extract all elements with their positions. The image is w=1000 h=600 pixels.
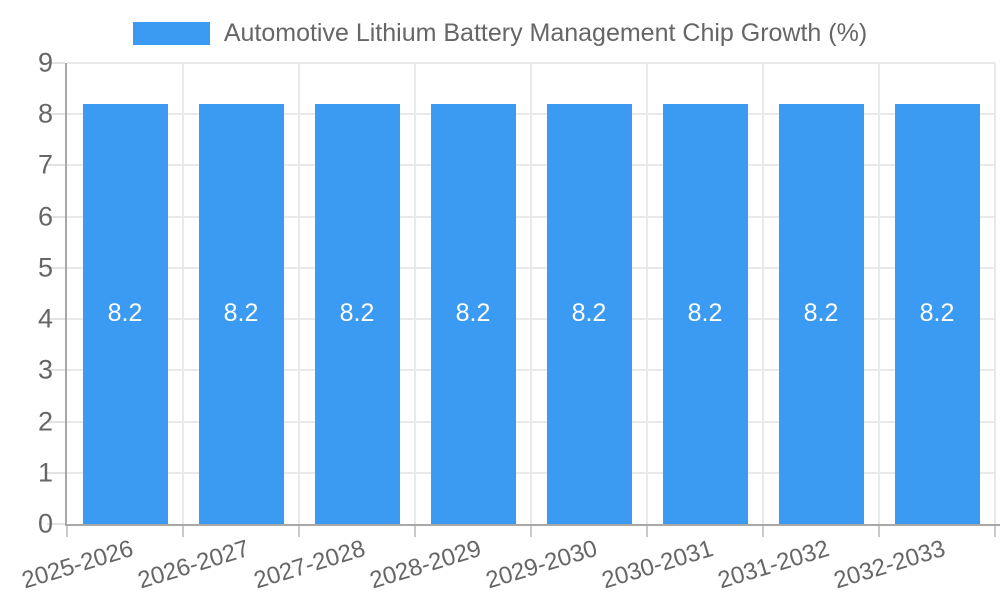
y-axis-tick-label: 7 — [37, 149, 53, 180]
x-axis-category-label: 2031-2032 — [714, 535, 833, 595]
bar: 8.2 — [778, 103, 864, 524]
y-axis-tick — [47, 113, 65, 116]
y-axis-tick — [47, 215, 65, 218]
bar: 8.2 — [314, 103, 400, 524]
y-axis-tick-label: 8 — [37, 98, 53, 129]
y-axis-tick-label: 1 — [37, 457, 53, 488]
bar: 8.2 — [430, 103, 516, 524]
bar-value-label: 8.2 — [803, 299, 839, 328]
plot-area: 0 1 2 3 4 5 6 7 8 9 8.2 2025-2026 8.2 2026-2027 8.2 202… — [19, 49, 1000, 594]
x-axis-category-label: 2032-2033 — [830, 535, 949, 595]
y-axis-tick — [47, 318, 65, 321]
x-axis-tick — [298, 524, 300, 537]
y-axis-tick — [47, 420, 65, 423]
y-axis-tick-label: 0 — [37, 508, 53, 539]
bar-value-label: 8.2 — [687, 299, 723, 328]
x-axis-tick — [646, 524, 648, 537]
bar: 8.2 — [894, 103, 980, 524]
x-axis-category-label: 2026-2027 — [134, 535, 253, 595]
x-axis-tick — [182, 524, 184, 537]
x-axis-tick — [414, 524, 416, 537]
x-axis-category-label: 2030-2031 — [598, 535, 717, 595]
x-axis-tick — [66, 524, 68, 537]
x-axis-category-label: 2025-2026 — [18, 535, 137, 595]
grid-line-vertical — [530, 63, 532, 524]
legend-swatch-icon — [132, 22, 210, 45]
bar: 8.2 — [546, 103, 632, 524]
grid-line-vertical — [414, 63, 416, 524]
y-axis-tick-label: 2 — [37, 406, 53, 437]
x-axis-line — [65, 524, 1000, 526]
grid-line-vertical — [994, 63, 996, 524]
bar: 8.2 — [198, 103, 284, 524]
y-axis-tick — [47, 369, 65, 372]
bar-value-label: 8.2 — [223, 299, 259, 328]
legend-label: Automotive Lithium Battery Management Ch… — [223, 19, 868, 47]
x-axis-tick — [994, 524, 996, 537]
bar-value-label: 8.2 — [919, 299, 955, 328]
bar-value-label: 8.2 — [339, 299, 375, 328]
grid-line-vertical — [646, 63, 648, 524]
y-axis-tick — [47, 164, 65, 167]
y-axis-tick — [47, 266, 65, 269]
x-axis-tick — [878, 524, 880, 537]
x-axis-tick — [762, 524, 764, 537]
y-axis-tick-label: 4 — [37, 303, 53, 334]
bar-value-label: 8.2 — [455, 299, 491, 328]
y-axis-tick-label: 9 — [37, 47, 53, 78]
y-axis-tick-label: 3 — [37, 354, 53, 385]
grid-line-vertical — [878, 63, 880, 524]
x-axis-category-label: 2027-2028 — [250, 535, 369, 595]
x-axis-tick — [530, 524, 532, 537]
y-axis-tick-label: 6 — [37, 201, 53, 232]
grid-line-vertical — [298, 63, 300, 524]
y-axis-tick — [47, 471, 65, 474]
bar: 8.2 — [82, 103, 168, 524]
x-axis-category-label: 2029-2030 — [482, 535, 601, 595]
grid-line-vertical — [762, 63, 764, 524]
y-axis-tick-label: 5 — [37, 252, 53, 283]
y-axis-tick — [47, 523, 65, 525]
x-axis-category-label: 2028-2029 — [366, 535, 485, 595]
y-axis-tick — [47, 62, 65, 64]
bar-value-label: 8.2 — [571, 299, 607, 328]
grid-line-vertical — [182, 63, 184, 524]
chart-legend[interactable]: Automotive Lithium Battery Management Ch… — [0, 19, 1000, 48]
bar-value-label: 8.2 — [107, 299, 143, 328]
bar: 8.2 — [662, 103, 748, 524]
y-axis-line — [65, 63, 67, 526]
